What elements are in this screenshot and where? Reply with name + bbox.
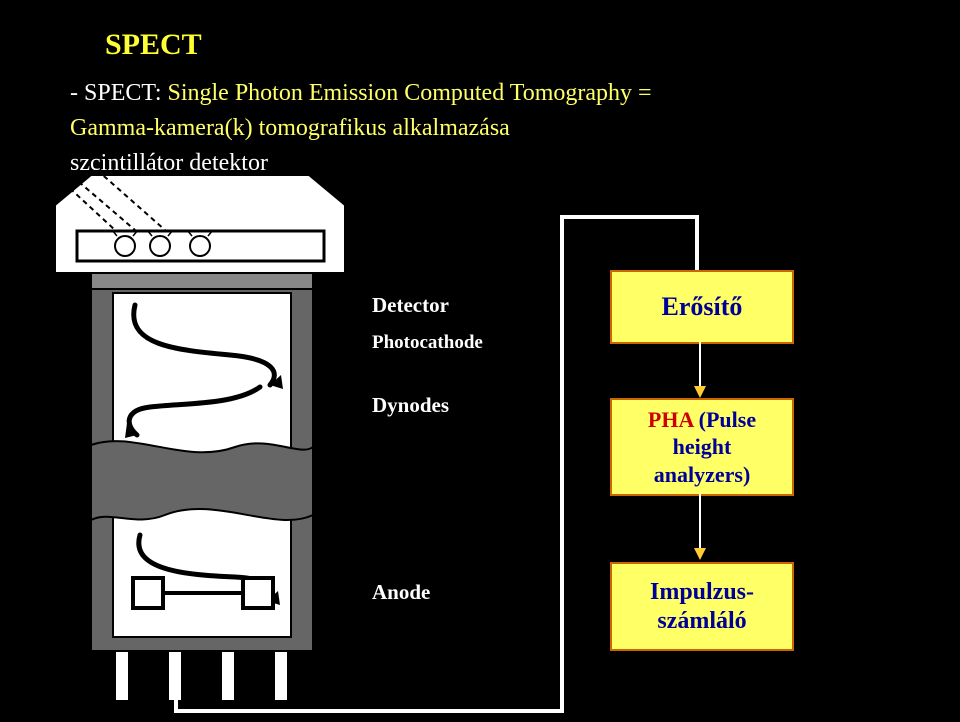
signal-wire [0,0,960,722]
arrow-pha-to-counter-shaft [699,494,701,550]
counter-box: Impulzus- számláló [610,562,794,651]
amplifier-box: Erősítő [610,270,794,344]
arrow-amp-to-pha-shaft [699,342,701,388]
counter-line-1: Impulzus- [650,578,754,607]
counter-line-2: számláló [657,607,746,636]
pha-box: PHA (Pulse height analyzers) [610,398,794,496]
arrow-amp-to-pha-head [694,386,706,398]
slide: SPECT - SPECT: Single Photon Emission Co… [0,0,960,722]
label-dynodes: Dynodes [372,393,449,418]
arrow-pha-to-counter-head [694,548,706,560]
pha-line-2: height [673,433,732,461]
pha-line-1: PHA (Pulse [648,406,756,434]
label-photocathode: Photocathode [372,332,483,354]
amplifier-label: Erősítő [662,292,743,322]
label-anode: Anode [372,580,430,605]
label-detector: Detector [372,293,449,318]
pha-line-3: analyzers) [654,461,751,489]
